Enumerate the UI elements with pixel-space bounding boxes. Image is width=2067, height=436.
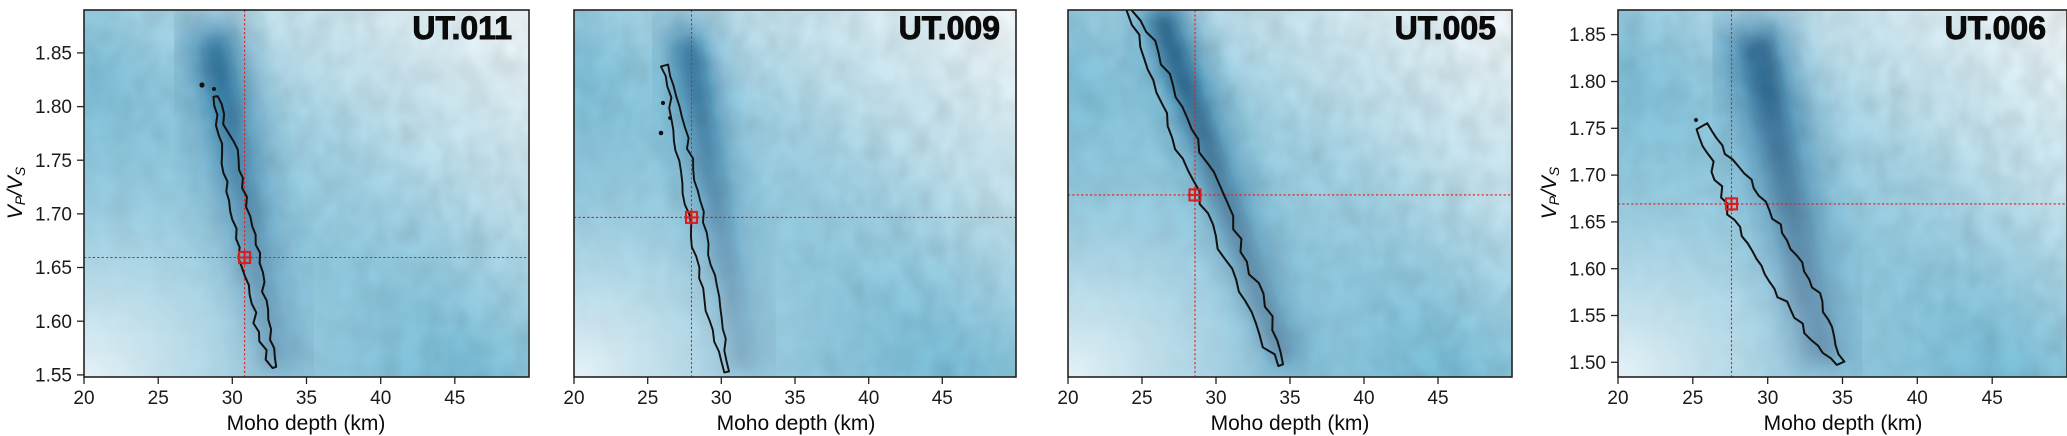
svg-text:1.70: 1.70 [1569, 166, 1606, 187]
svg-text:45: 45 [1427, 388, 1448, 409]
svg-text:1.85: 1.85 [35, 44, 72, 65]
svg-text:20: 20 [1057, 388, 1078, 409]
svg-text:35: 35 [1279, 388, 1300, 409]
svg-text:Moho depth (km): Moho depth (km) [227, 412, 386, 435]
svg-text:1.65: 1.65 [35, 258, 72, 279]
svg-text:1.60: 1.60 [1569, 259, 1606, 280]
svg-text:20: 20 [1607, 388, 1628, 409]
svg-text:1.75: 1.75 [1569, 119, 1606, 140]
svg-text:UT.005: UT.005 [1395, 10, 1496, 46]
svg-text:1.55: 1.55 [35, 366, 72, 387]
svg-text:1.75: 1.75 [35, 151, 72, 172]
svg-text:1.55: 1.55 [1569, 306, 1606, 327]
svg-text:40: 40 [1353, 388, 1374, 409]
svg-text:30: 30 [1757, 388, 1778, 409]
svg-text:UT.011: UT.011 [412, 10, 512, 46]
svg-text:30: 30 [711, 388, 732, 409]
svg-text:1.80: 1.80 [1569, 72, 1606, 93]
svg-text:40: 40 [1907, 388, 1928, 409]
svg-text:30: 30 [222, 388, 243, 409]
svg-text:UT.006: UT.006 [1945, 10, 2046, 46]
svg-text:25: 25 [1131, 388, 1152, 409]
svg-text:30: 30 [1205, 388, 1226, 409]
svg-text:40: 40 [858, 388, 879, 409]
svg-text:25: 25 [1682, 388, 1703, 409]
svg-text:20: 20 [73, 388, 94, 409]
svg-text:35: 35 [1832, 388, 1853, 409]
svg-text:1.65: 1.65 [1569, 213, 1606, 234]
svg-text:VP/VS: VP/VS [4, 166, 28, 219]
svg-text:Moho depth (km): Moho depth (km) [717, 412, 876, 435]
svg-text:UT.009: UT.009 [899, 10, 1000, 46]
svg-text:Moho depth (km): Moho depth (km) [1211, 412, 1370, 435]
svg-text:1.70: 1.70 [35, 205, 72, 226]
svg-text:25: 25 [637, 388, 658, 409]
svg-text:45: 45 [932, 388, 953, 409]
svg-text:35: 35 [296, 388, 317, 409]
svg-text:20: 20 [563, 388, 584, 409]
svg-text:40: 40 [370, 388, 391, 409]
svg-text:1.50: 1.50 [1569, 353, 1606, 374]
svg-text:1.85: 1.85 [1569, 25, 1606, 46]
svg-text:VP/VS: VP/VS [1538, 166, 1562, 219]
svg-text:1.60: 1.60 [35, 312, 72, 333]
svg-text:45: 45 [1982, 388, 2003, 409]
svg-text:35: 35 [784, 388, 805, 409]
svg-text:Moho depth (km): Moho depth (km) [1764, 412, 1923, 435]
svg-text:25: 25 [148, 388, 169, 409]
svg-text:1.80: 1.80 [35, 97, 72, 118]
svg-text:45: 45 [444, 388, 465, 409]
